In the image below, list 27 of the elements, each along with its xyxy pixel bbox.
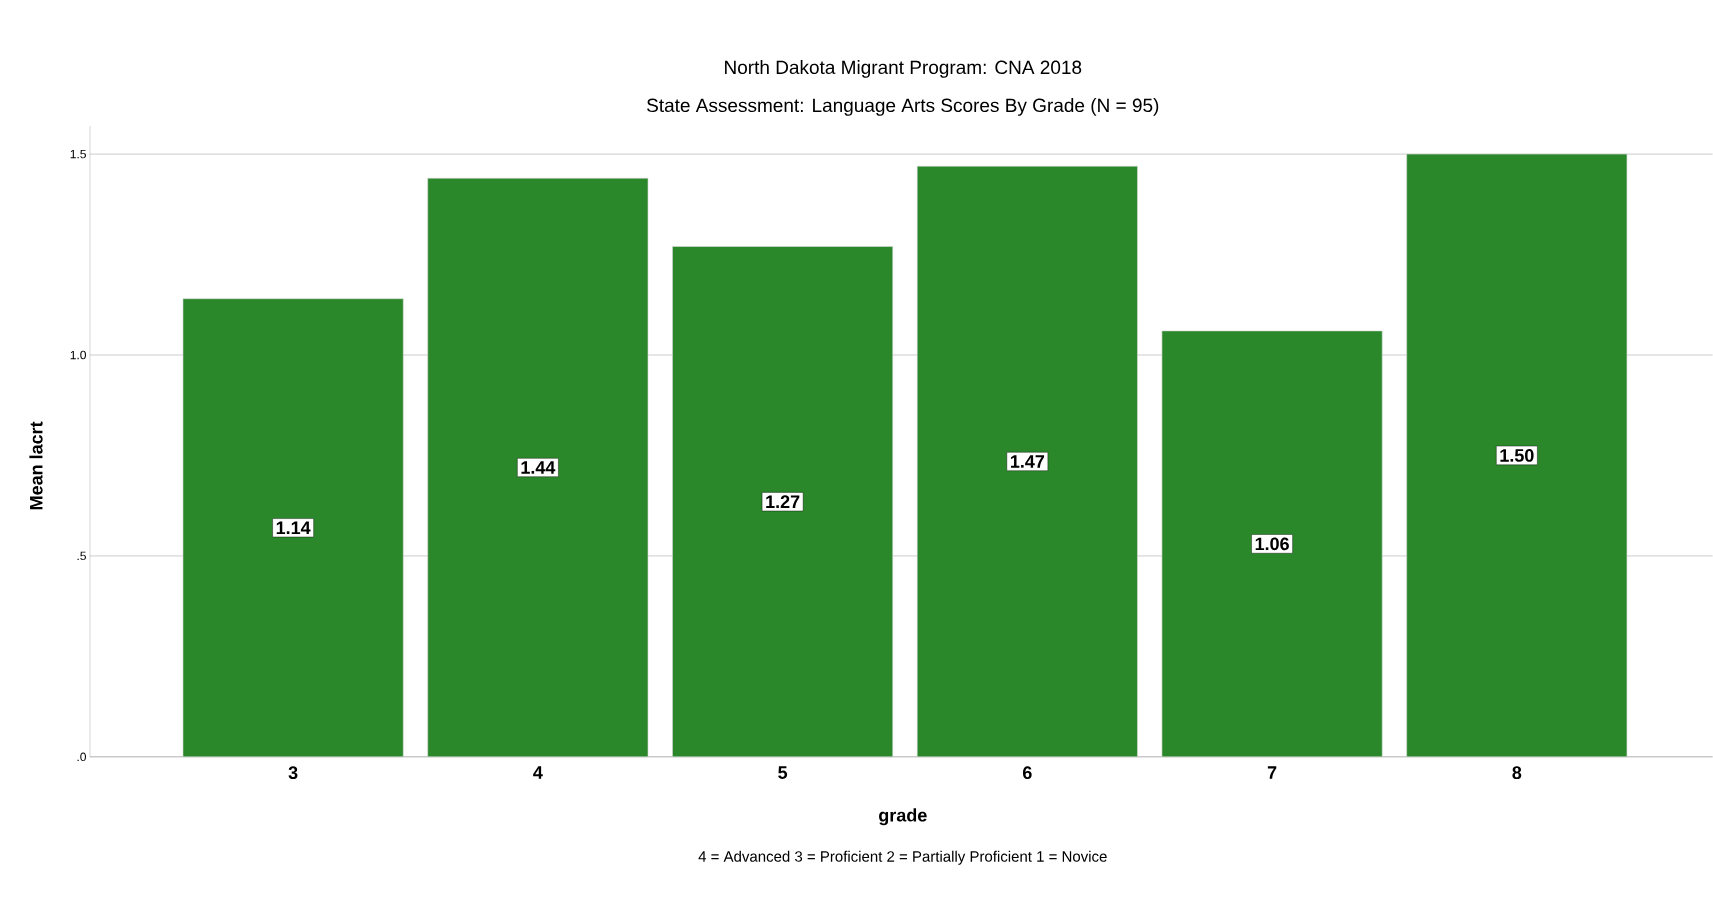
bar (916, 165, 1138, 758)
y-tick-label: .0 (77, 752, 86, 762)
x-tick-label: 8 (1512, 766, 1522, 780)
bar (427, 178, 649, 758)
bar (182, 298, 404, 758)
data-label: 1.27 (766, 495, 800, 509)
y-tick-label: 1.5 (70, 150, 86, 159)
bar (672, 246, 894, 758)
data-label: 1.44 (521, 461, 556, 474)
y-axis-title: Mean lacrt (29, 421, 43, 510)
x-tick-label: 5 (778, 766, 788, 780)
bar (1406, 153, 1628, 758)
y-tick-label: .5 (77, 551, 86, 561)
data-label: 1.47 (1010, 455, 1045, 468)
x-tick-label: 3 (288, 766, 298, 780)
x-tick-label: 4 (533, 766, 543, 779)
chart-subtitle: State Assessment: Language Arts Scores By Grade (N = 95) (647, 98, 1159, 116)
bar (1161, 330, 1383, 758)
x-axis-title: grade (879, 808, 927, 826)
chart-title: North Dakota Migrant Program: CNA 2018 (725, 60, 1082, 78)
data-label: 1.14 (276, 521, 311, 535)
y-tick-label: 1.0 (70, 350, 86, 360)
data-label: 1.50 (1500, 449, 1534, 462)
text: 4 = Advanced 3 = Proficient 2 = Partially Proficient 1 = Novice (698, 850, 1107, 865)
x-tick-label: 7 (1267, 766, 1277, 779)
x-tick-label: 6 (1023, 766, 1032, 780)
data-label: 1.06 (1255, 537, 1289, 551)
